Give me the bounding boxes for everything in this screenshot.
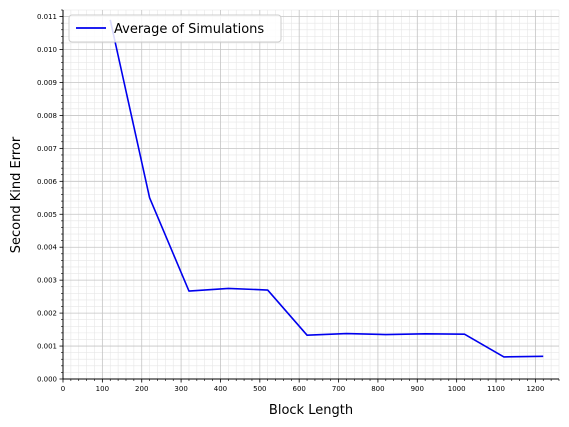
data-point [464, 333, 466, 335]
y-tick-label: 0.007 [37, 145, 57, 153]
x-tick-label: 700 [332, 385, 345, 393]
data-point [306, 334, 308, 336]
x-tick-label: 0 [61, 385, 65, 393]
data-point [228, 288, 230, 290]
y-tick-label: 0.002 [37, 310, 57, 318]
data-point [424, 333, 426, 335]
data-point [503, 356, 505, 358]
x-tick-label: 1000 [448, 385, 466, 393]
series-line [109, 19, 544, 358]
data-point [542, 355, 544, 357]
y-tick-label: 0.008 [37, 112, 57, 120]
minor-grid [63, 9, 560, 379]
legend-box [68, 14, 282, 43]
data-point [385, 334, 387, 336]
x-tick-label: 400 [214, 385, 227, 393]
x-axis-title: Block Length [269, 403, 353, 418]
y-tick-label: 0.000 [37, 376, 57, 384]
x-tick-label: 800 [371, 385, 384, 393]
y-axis-title: Second Kind Error [9, 136, 24, 253]
x-tick-label: 1200 [526, 385, 544, 393]
y-tick-label: 0.001 [37, 343, 57, 351]
series-layer [109, 19, 544, 358]
legend: Average of Simulations [68, 14, 282, 43]
y-tick-label: 0.004 [37, 244, 58, 252]
y-tick-label: 0.006 [37, 178, 58, 186]
x-tick-label: 200 [135, 385, 148, 393]
y-tick-label: 0.011 [37, 13, 57, 21]
y-tick-label: 0.003 [37, 277, 57, 285]
data-point [149, 197, 151, 199]
y-tick-label: 0.005 [37, 211, 57, 219]
tick-marks [59, 9, 560, 383]
x-tick-label: 900 [411, 385, 424, 393]
y-tick-labels: 0.000 0.001 0.002 0.003 0.004 0.005 0.006 0.007… [37, 13, 58, 383]
x-tick-label: 300 [174, 385, 187, 393]
x-tick-label: 1100 [487, 385, 505, 393]
legend-label: Average of Simulations [114, 22, 264, 37]
x-tick-label: 500 [253, 385, 266, 393]
y-tick-label: 0.010 [37, 46, 57, 54]
data-point [267, 289, 269, 291]
x-tick-label: 600 [293, 385, 306, 393]
data-point [188, 290, 190, 292]
x-tick-label: 100 [96, 385, 109, 393]
y-tick-label: 0.009 [37, 79, 57, 87]
x-tick-labels: 0 100 200 300 400 500 600 700 800 900 1000 1100 1200 [61, 385, 545, 393]
data-point [346, 333, 348, 335]
